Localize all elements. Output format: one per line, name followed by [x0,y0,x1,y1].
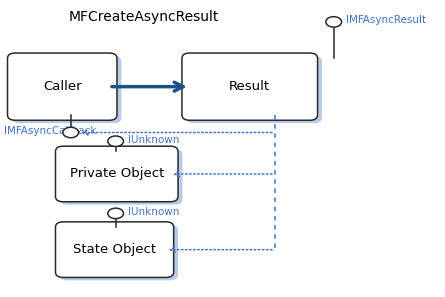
Text: IUnknown: IUnknown [128,207,179,217]
Circle shape [108,208,124,219]
FancyBboxPatch shape [60,149,182,205]
Text: Private Object: Private Object [69,168,164,181]
Text: IUnknown: IUnknown [128,135,179,145]
FancyBboxPatch shape [56,222,174,277]
FancyBboxPatch shape [60,225,178,280]
FancyBboxPatch shape [186,56,322,123]
Text: Caller: Caller [43,80,81,93]
Text: MFCreateAsyncResult: MFCreateAsyncResult [69,10,219,24]
Circle shape [108,136,124,146]
Circle shape [63,127,79,138]
Text: IMFAsyncResult: IMFAsyncResult [346,15,426,26]
Text: IMFAsyncCallback: IMFAsyncCallback [4,126,97,136]
Text: State Object: State Object [73,243,156,256]
Text: Result: Result [229,80,270,93]
FancyBboxPatch shape [56,146,178,202]
FancyBboxPatch shape [12,56,121,123]
FancyBboxPatch shape [182,53,318,120]
FancyBboxPatch shape [8,53,117,120]
Circle shape [326,17,342,27]
